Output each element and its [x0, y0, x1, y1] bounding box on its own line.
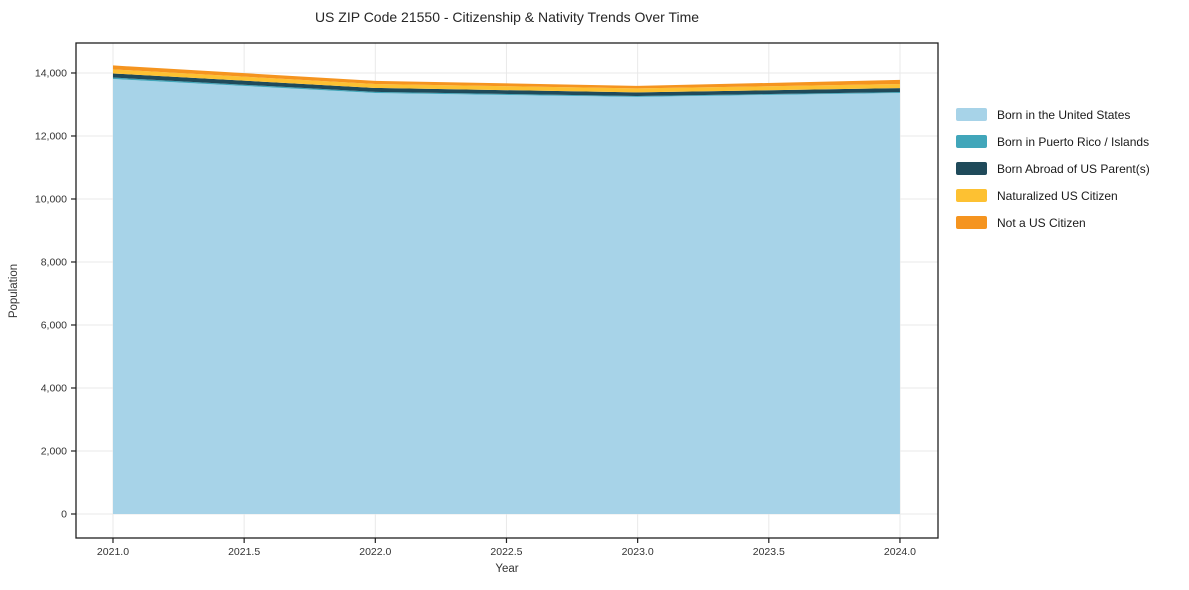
- x-tick-label: 2022.0: [359, 546, 391, 558]
- legend: Born in the United States Born in Puerto…: [956, 101, 1150, 236]
- x-tick-label: 2022.5: [490, 546, 522, 558]
- area-series-0: [112, 78, 900, 514]
- x-tick-label: 2021.5: [228, 546, 260, 558]
- y-tick-label: 12,000: [35, 130, 67, 142]
- area-series-3: [112, 69, 900, 93]
- y-tick-label: 2,000: [41, 445, 67, 457]
- legend-label: Born Abroad of US Parent(s): [997, 161, 1150, 176]
- legend-item-born-puerto-rico: Born in Puerto Rico / Islands: [956, 128, 1150, 155]
- legend-item-born-abroad: Born Abroad of US Parent(s): [956, 155, 1150, 182]
- x-axis-label: Year: [495, 563, 519, 575]
- legend-swatch-naturalized-icon: [956, 189, 987, 202]
- y-tick-label: 4,000: [41, 382, 67, 394]
- x-tick-label: 2023.0: [622, 546, 654, 558]
- y-tick-label: 8,000: [41, 256, 67, 268]
- legend-swatch-born-puerto-rico-icon: [956, 135, 987, 148]
- area-series-4: [112, 65, 900, 89]
- legend-label: Born in Puerto Rico / Islands: [997, 134, 1150, 149]
- y-tick-label: 10,000: [35, 193, 67, 205]
- legend-swatch-not-citizen-icon: [956, 216, 987, 229]
- y-tick-label: 0: [61, 508, 67, 520]
- legend-label: Naturalized US Citizen: [997, 188, 1118, 203]
- legend-swatch-born-abroad-icon: [956, 162, 987, 175]
- area-series-1: [112, 77, 900, 97]
- legend-swatch-born-in-us-icon: [956, 108, 987, 121]
- y-tick-label: 6,000: [41, 319, 67, 331]
- x-tick-label: 2024.0: [884, 546, 916, 558]
- x-tick-label: 2021.0: [97, 546, 129, 558]
- legend-label: Not a US Citizen: [997, 215, 1086, 230]
- legend-item-born-in-us: Born in the United States: [956, 101, 1150, 128]
- area-series-2: [112, 73, 900, 96]
- legend-item-not-citizen: Not a US Citizen: [956, 209, 1150, 236]
- chart-title: US ZIP Code 21550 - Citizenship & Nativi…: [314, 9, 700, 25]
- y-tick-label: 14,000: [35, 67, 67, 79]
- legend-label: Born in the United States: [997, 107, 1131, 122]
- x-tick-label: 2023.5: [753, 546, 785, 558]
- legend-item-naturalized: Naturalized US Citizen: [956, 182, 1150, 209]
